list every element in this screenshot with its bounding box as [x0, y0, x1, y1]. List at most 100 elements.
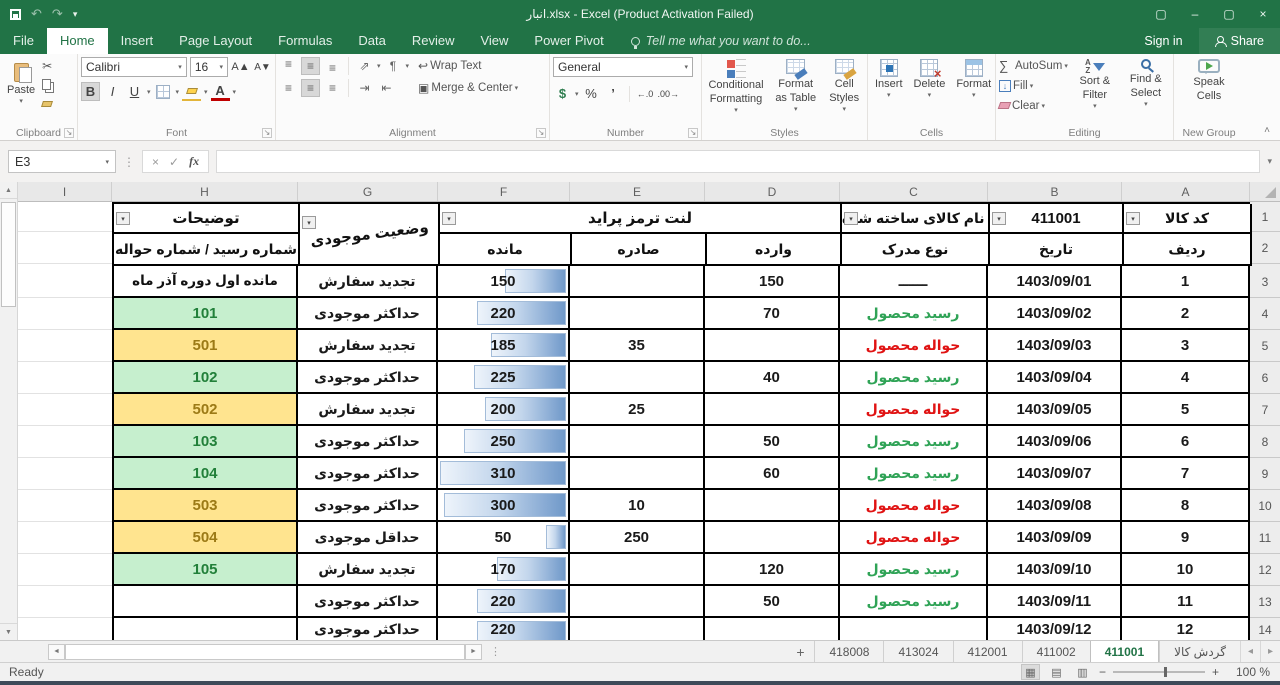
restore-icon[interactable]: ▢	[1223, 7, 1235, 21]
cell-row-index[interactable]: 4	[1122, 362, 1250, 394]
cell-stock-status[interactable]: حداکثر موجودی	[298, 490, 438, 522]
horizontal-scrollbar[interactable]: ◄ ► ⋮	[48, 641, 509, 662]
tab-view[interactable]: View	[480, 33, 509, 48]
zoom-slider[interactable]	[1112, 667, 1205, 677]
cell-stock-status[interactable]: حداکثر موجودی	[298, 298, 438, 330]
enter-icon[interactable]: ✓	[169, 154, 180, 169]
fill-color-button[interactable]	[182, 82, 202, 101]
cell-row-index[interactable]: 8	[1122, 490, 1250, 522]
cell-notes[interactable]: مانده اول دوره آذر ماه	[112, 266, 298, 298]
page-layout-view-icon[interactable]: ▤	[1051, 666, 1062, 679]
zoom-slider-thumb[interactable]	[1163, 667, 1167, 677]
close-icon[interactable]: ×	[1259, 7, 1267, 21]
cell-date[interactable]: 1403/09/02	[988, 298, 1122, 330]
decrease-indent-icon[interactable]: ⇤	[381, 81, 392, 95]
cell-date[interactable]: 1403/09/01	[988, 266, 1122, 298]
increase-indent-icon[interactable]: ⇥	[359, 81, 370, 95]
header-doc-type[interactable]: نوع مدرک	[842, 234, 990, 266]
tab-page-layout[interactable]: Page Layout	[179, 33, 253, 48]
copy-button[interactable]	[42, 76, 55, 93]
tab-insert[interactable]: Insert	[120, 33, 154, 48]
cell-i[interactable]	[18, 330, 112, 362]
cell-date[interactable]: 1403/09/05	[988, 394, 1122, 426]
scroll-up-icon[interactable]: ▲	[0, 182, 17, 199]
header-date[interactable]: تاریخ	[990, 234, 1124, 266]
align-right-icon[interactable]: ≡	[328, 81, 336, 95]
cell-styles-button[interactable]: Cell Styles ▾	[824, 57, 864, 116]
cancel-icon[interactable]: ×	[152, 154, 160, 169]
cell-stock-status[interactable]: حداکثر موجودی	[298, 586, 438, 618]
column-header-D[interactable]: D	[705, 182, 840, 201]
cell-stock-status[interactable]: تجدید سفارش	[298, 330, 438, 362]
cell-received[interactable]: 40	[705, 362, 840, 394]
cell-received[interactable]: 150	[705, 266, 840, 298]
tab-file[interactable]: File	[13, 33, 34, 48]
cell-row-index[interactable]: 10	[1122, 554, 1250, 586]
cell-i[interactable]	[18, 458, 112, 490]
sheet-tab-412001[interactable]: 412001	[952, 641, 1022, 662]
delete-cells-button[interactable]: Delete ▾	[910, 57, 950, 103]
cell-remaining[interactable]: 220	[438, 298, 570, 330]
scroll-down-icon[interactable]: ▼	[0, 623, 17, 640]
cell-remaining[interactable]: 185	[438, 330, 570, 362]
row-number[interactable]: 8	[1250, 426, 1280, 458]
column-header-C[interactable]: C	[840, 182, 988, 201]
sheet-tab-411002[interactable]: 411002	[1021, 641, 1090, 662]
paste-button[interactable]: Paste ▾	[3, 61, 39, 109]
cell-date[interactable]: 1403/09/10	[988, 554, 1122, 586]
tell-me-box[interactable]: Tell me what you want to do...	[630, 28, 811, 54]
cell-i[interactable]	[18, 266, 112, 298]
chevron-down-icon[interactable]: ▾	[204, 88, 208, 96]
merge-center-button[interactable]: ▣ Merge & Center ▾	[418, 80, 518, 97]
cell-notes[interactable]: 103	[112, 426, 298, 458]
cut-button[interactable]: ✂	[42, 57, 55, 74]
formula-input[interactable]	[216, 150, 1261, 173]
cell-received[interactable]: 50	[705, 426, 840, 458]
autosum-button[interactable]: ∑ AutoSum ▾	[999, 57, 1068, 74]
cell-doc-type[interactable]: رسید محصول	[840, 298, 988, 330]
cell-date[interactable]: 1403/09/09	[988, 522, 1122, 554]
fill-button[interactable]: ↓ Fill ▾	[999, 77, 1068, 94]
redo-icon[interactable]: ↷	[51, 6, 63, 21]
cell-row-index[interactable]: 12	[1122, 618, 1250, 640]
share-button[interactable]: Share	[1198, 28, 1280, 54]
row-number[interactable]: 9	[1250, 458, 1280, 490]
cell-issued[interactable]	[570, 298, 705, 330]
cell-row-index[interactable]: 6	[1122, 426, 1250, 458]
chevron-down-icon[interactable]: ▾	[405, 63, 410, 70]
cell-issued[interactable]	[570, 266, 705, 298]
header-received[interactable]: وارده	[707, 234, 842, 266]
tab-data[interactable]: Data	[358, 33, 386, 48]
row-number[interactable]: 10	[1250, 490, 1280, 522]
cell-issued[interactable]	[570, 458, 705, 490]
cell-received[interactable]	[705, 394, 840, 426]
cell-notes[interactable]: 504	[112, 522, 298, 554]
cell-date[interactable]: 1403/09/07	[988, 458, 1122, 490]
cell-notes[interactable]: 102	[112, 362, 298, 394]
cell-received[interactable]: 70	[705, 298, 840, 330]
filter-dropdown-icon[interactable]: ▾	[1126, 212, 1140, 225]
sheet-tab-418008[interactable]: 418008	[814, 641, 883, 662]
accounting-format-icon[interactable]: $	[558, 86, 567, 101]
align-middle-icon[interactable]: ≡	[301, 57, 320, 75]
clipboard-dialog-launcher-icon[interactable]: ↘	[64, 128, 74, 138]
cell-issued[interactable]	[570, 586, 705, 618]
sheet-tab-413024[interactable]: 413024	[883, 641, 952, 662]
name-box[interactable]: E3 ▾	[8, 150, 116, 173]
cell-stock-status[interactable]: حداقل موجودی	[298, 522, 438, 554]
page-break-view-icon[interactable]: ▥	[1077, 666, 1088, 679]
row-number[interactable]: 6	[1250, 362, 1280, 394]
undo-icon[interactable]: ↶	[31, 6, 42, 21]
horizontal-scroll-track[interactable]	[65, 643, 465, 660]
italic-button[interactable]: I	[110, 84, 115, 99]
header-issued[interactable]: صادره	[572, 234, 707, 266]
format-as-table-button[interactable]: Format as Table ▾	[770, 57, 821, 116]
column-header-I[interactable]: I	[18, 182, 112, 201]
tab-power-pivot[interactable]: Power Pivot	[534, 33, 604, 48]
cell-i[interactable]	[18, 394, 112, 426]
cell-notes[interactable]	[112, 586, 298, 618]
column-header-A[interactable]: A	[1122, 182, 1250, 201]
decrease-font-icon[interactable]: A▼	[254, 61, 271, 73]
cell-remaining[interactable]: 220	[438, 586, 570, 618]
cell-date[interactable]: 1403/09/08	[988, 490, 1122, 522]
